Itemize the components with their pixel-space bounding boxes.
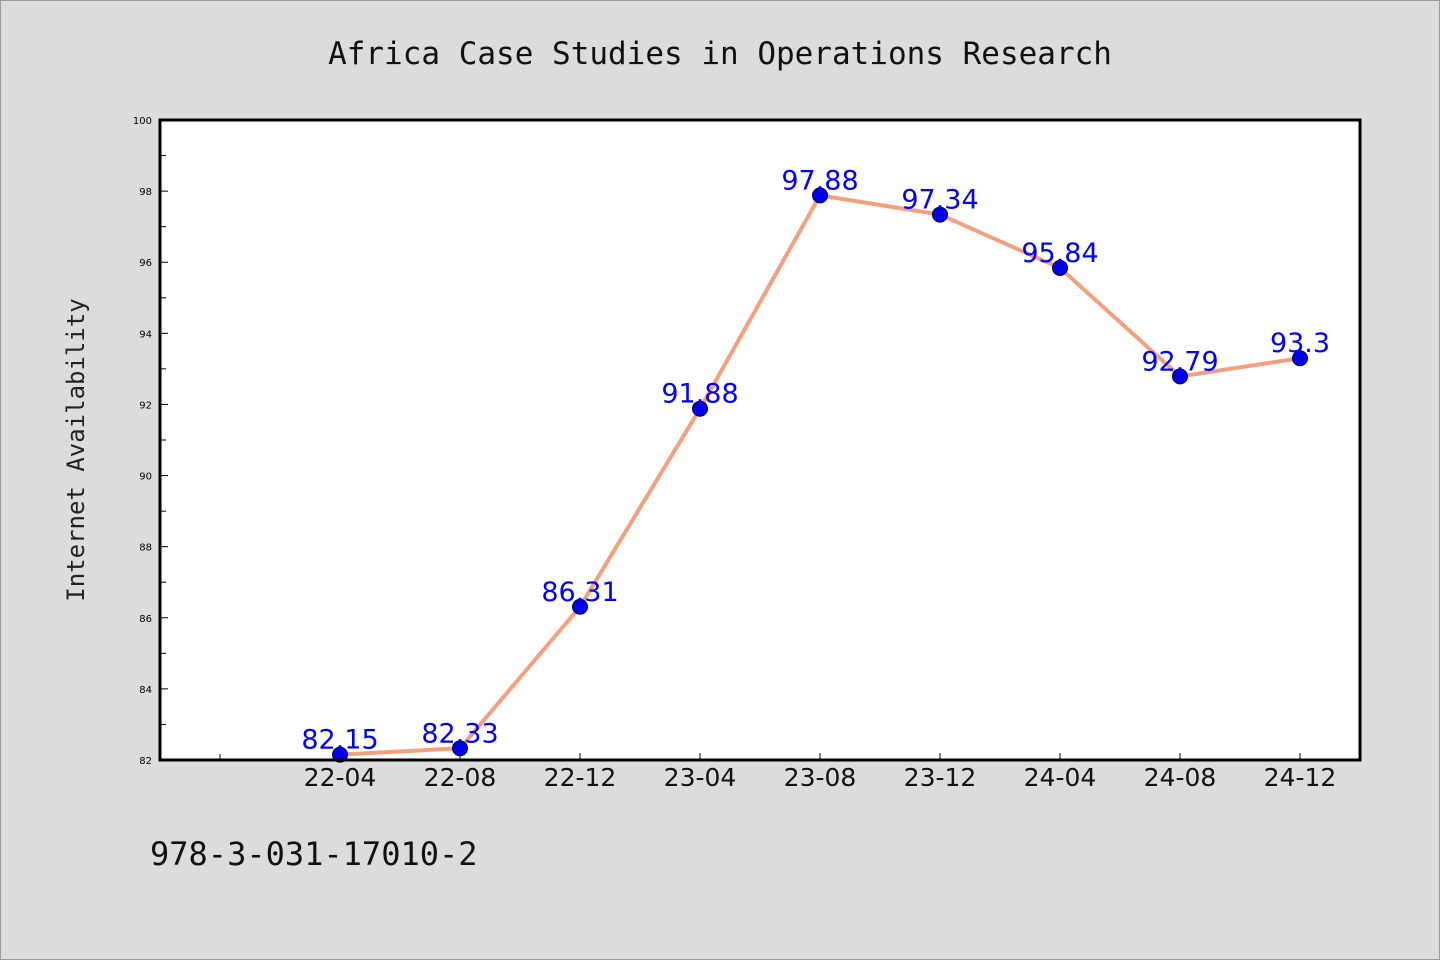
data-label: 95.84 bbox=[1021, 238, 1098, 269]
data-label: 82.33 bbox=[421, 718, 498, 749]
x-tick-label: 22-04 bbox=[304, 763, 377, 792]
x-tick-label: 24-12 bbox=[1264, 763, 1337, 792]
plot-border bbox=[158, 118, 1362, 762]
y-tick-label: 92 bbox=[139, 400, 152, 411]
y-tick-label: 98 bbox=[139, 187, 152, 198]
series-group bbox=[332, 187, 1308, 763]
x-tick-label: 24-08 bbox=[1144, 763, 1217, 792]
y-tick-label: 86 bbox=[139, 614, 152, 625]
data-point bbox=[332, 746, 348, 763]
data-point bbox=[1052, 259, 1068, 276]
data-label: 97.88 bbox=[781, 165, 858, 196]
data-point bbox=[452, 740, 468, 757]
y-tick-label: 88 bbox=[139, 543, 152, 554]
x-tick-label: 23-04 bbox=[664, 763, 737, 792]
y-tick-label: 90 bbox=[139, 472, 152, 483]
plot-area bbox=[160, 120, 1360, 760]
x-axis-ticks: 22-04 22-08 22-12 23-04 23-08 23-12 24-04 24-08… bbox=[219, 753, 1337, 792]
data-label: 93.3 bbox=[1270, 328, 1330, 359]
x-tick-label: 22-12 bbox=[544, 763, 617, 792]
data-point bbox=[812, 187, 828, 204]
y-tick-label: 100 bbox=[133, 116, 152, 127]
x-tick-label: 23-12 bbox=[904, 763, 977, 792]
data-label: 91.88 bbox=[661, 379, 738, 410]
x-tick-label: 22-08 bbox=[424, 763, 497, 792]
data-point bbox=[1292, 350, 1308, 367]
x-tick-label: 24-04 bbox=[1024, 763, 1097, 792]
data-label: 82.15 bbox=[301, 725, 378, 756]
data-point bbox=[572, 598, 588, 615]
chart-title: Africa Case Studies in Operations Resear… bbox=[328, 36, 1112, 72]
data-label: 86.31 bbox=[541, 577, 618, 608]
data-label: 97.34 bbox=[901, 185, 978, 216]
data-label: 92.79 bbox=[1141, 346, 1218, 377]
y-tick-label: 84 bbox=[139, 685, 152, 696]
x-tick-label: 23-08 bbox=[784, 763, 857, 792]
data-point bbox=[1172, 368, 1188, 385]
data-point bbox=[932, 206, 948, 223]
y-tick-label: 94 bbox=[139, 329, 152, 340]
y-axis-label: Internet Availability bbox=[62, 298, 90, 601]
data-point bbox=[692, 400, 708, 417]
y-tick-label: 82 bbox=[139, 756, 152, 767]
data-labels: 82.15 82.33 86.31 91.88 97.88 97.34 95.84 92.79… bbox=[301, 165, 1330, 755]
y-tick-label: 96 bbox=[139, 258, 152, 269]
footer-isbn: 978-3-031-17010-2 bbox=[150, 835, 478, 873]
